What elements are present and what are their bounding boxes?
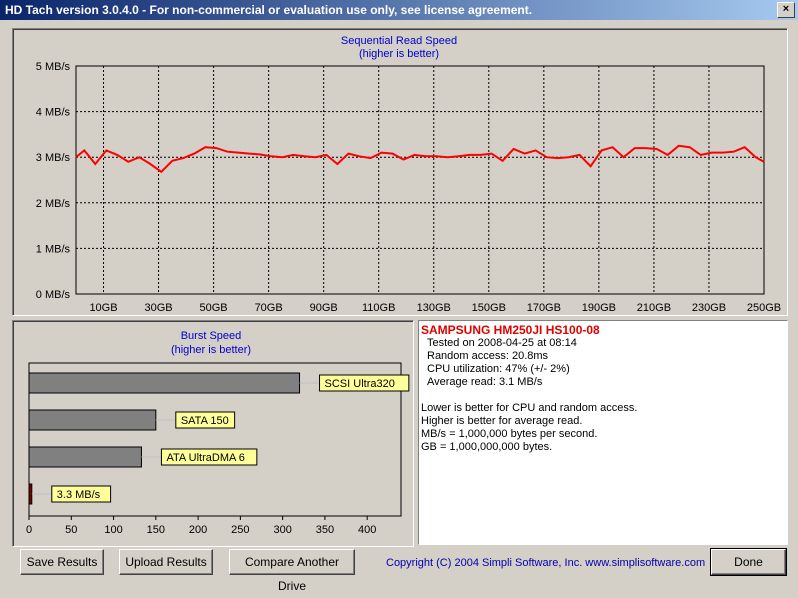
save-results-button[interactable]: Save Results bbox=[20, 549, 104, 575]
note-lower-better: Lower is better for CPU and random acces… bbox=[421, 402, 638, 414]
burst-x-tick-label: 350 bbox=[316, 524, 334, 536]
read-speed-chart: Sequential Read Speed (higher is better)… bbox=[36, 35, 781, 314]
read-x-tick-label: 130GB bbox=[417, 302, 451, 314]
burst-speed-chart: Burst Speed (higher is better) SCSI Ultr… bbox=[26, 330, 410, 536]
burst-x-tick-label: 400 bbox=[358, 524, 376, 536]
read-y-tick-label: 3 MB/s bbox=[36, 152, 71, 164]
read-x-tick-label: 110GB bbox=[362, 302, 395, 314]
burst-bar bbox=[28, 446, 142, 468]
copyright-text: Copyright (C) 2004 Simpli Software, Inc.… bbox=[386, 557, 706, 569]
random-access: Random access: 20.8ms bbox=[427, 350, 549, 362]
done-button[interactable]: Done bbox=[710, 548, 787, 576]
burst-label: SCSI Ultra320 bbox=[325, 378, 395, 390]
drive-name: SAMPSUNG HM250JI HS100-08 bbox=[421, 323, 600, 337]
tested-date: Tested on 2008-04-25 at 08:14 bbox=[427, 337, 577, 349]
burst-bar bbox=[28, 483, 33, 505]
read-chart-title: Sequential Read Speed bbox=[341, 35, 457, 47]
upload-results-button[interactable]: Upload Results bbox=[119, 549, 213, 575]
read-y-tick-label: 2 MB/s bbox=[36, 198, 71, 210]
read-x-tick-label: 90GB bbox=[310, 302, 338, 314]
read-y-tick-label: 5 MB/s bbox=[36, 61, 71, 73]
burst-label-box bbox=[51, 485, 112, 503]
burst-chart-panel: Burst Speed (higher is better) SCSI Ultr… bbox=[12, 320, 414, 547]
note-higher-better: Higher is better for average read. bbox=[421, 415, 583, 427]
window-title: HD Tach version 3.0.4.0 - For non-commer… bbox=[5, 3, 533, 17]
burst-x-tick-label: 250 bbox=[231, 524, 249, 536]
burst-label: 3.3 MB/s bbox=[57, 489, 101, 501]
burst-bar bbox=[28, 372, 301, 394]
read-plot-area bbox=[75, 65, 765, 295]
close-icon[interactable]: × bbox=[777, 2, 795, 18]
read-x-tick-label: 210GB bbox=[637, 302, 671, 314]
average-read: Average read: 3.1 MB/s bbox=[427, 376, 543, 388]
cpu-utilization: CPU utilization: 47% (+/- 2%) bbox=[427, 363, 570, 375]
read-x-tick-label: 150GB bbox=[472, 302, 506, 314]
note-gb-definition: GB = 1,000,000,000 bytes. bbox=[421, 441, 553, 453]
read-x-tick-label: 190GB bbox=[582, 302, 616, 314]
burst-label-box bbox=[160, 448, 258, 466]
burst-chart-subtitle: (higher is better) bbox=[171, 344, 251, 356]
burst-bar bbox=[28, 409, 157, 431]
read-x-tick-label: 70GB bbox=[255, 302, 283, 314]
burst-x-tick-label: 0 bbox=[26, 524, 32, 536]
title-bar: HD Tach version 3.0.4.0 - For non-commer… bbox=[0, 0, 798, 20]
burst-label: ATA UltraDMA 6 bbox=[166, 452, 244, 464]
burst-chart-title: Burst Speed bbox=[181, 330, 242, 342]
read-x-tick-label: 230GB bbox=[692, 302, 726, 314]
burst-label-box bbox=[175, 411, 236, 429]
burst-label: SATA 150 bbox=[181, 415, 229, 427]
burst-x-tick-label: 50 bbox=[65, 524, 77, 536]
burst-x-tick-label: 300 bbox=[273, 524, 291, 536]
read-y-tick-label: 0 MB/s bbox=[36, 289, 71, 301]
read-x-tick-label: 10GB bbox=[89, 302, 117, 314]
compare-another-drive-button[interactable]: Compare Another Drive bbox=[229, 549, 355, 593]
burst-x-tick-label: 200 bbox=[189, 524, 207, 536]
note-mbs-definition: MB/s = 1,000,000 bytes per second. bbox=[421, 428, 598, 440]
read-chart-panel: Sequential Read Speed (higher is better)… bbox=[12, 28, 788, 316]
read-speed-series-line bbox=[75, 144, 765, 174]
burst-x-tick-label: 100 bbox=[104, 524, 122, 536]
burst-x-tick-label: 150 bbox=[147, 524, 165, 536]
read-y-tick-label: 4 MB/s bbox=[36, 107, 71, 119]
read-x-tick-label: 250GB bbox=[747, 302, 781, 314]
burst-label-box bbox=[319, 374, 410, 392]
read-chart-subtitle: (higher is better) bbox=[359, 48, 439, 60]
read-y-tick-label: 1 MB/s bbox=[36, 243, 71, 255]
read-x-tick-label: 50GB bbox=[200, 302, 228, 314]
read-x-tick-label: 170GB bbox=[527, 302, 561, 314]
drive-info-panel: SAMPSUNG HM250JI HS100-08 Tested on 2008… bbox=[418, 320, 788, 545]
read-x-tick-label: 30GB bbox=[144, 302, 172, 314]
